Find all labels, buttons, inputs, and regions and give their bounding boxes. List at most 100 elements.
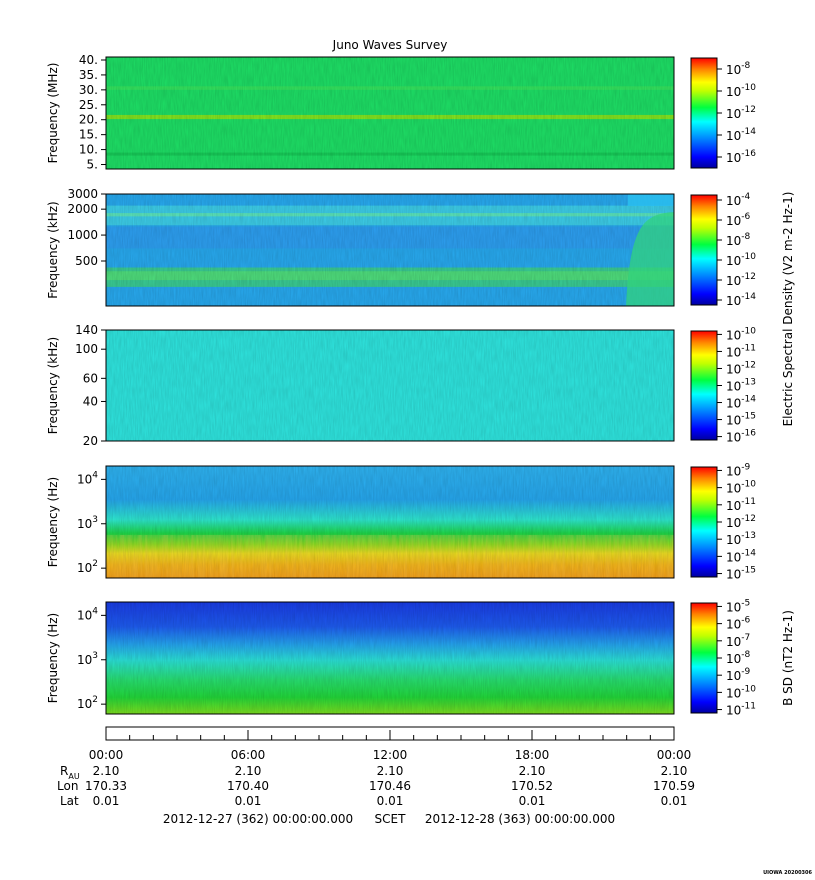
emission-feature [628, 194, 674, 206]
colorbar-tick-label: 10-10 [726, 83, 756, 99]
colorbar-tick-label: 10-4 [726, 192, 751, 208]
panel-frame [105, 193, 675, 307]
colorbar-tick-label: 10-10 [726, 684, 756, 700]
colorbar-tick-label: 10-12 [726, 105, 756, 121]
y-tick-label: 103 [77, 651, 98, 667]
colorbar-tick-label: 10-8 [726, 232, 751, 248]
ephem-lat-value: 0.01 [377, 794, 404, 808]
panel-1: 40.35.30.25.20.15.10.5. Frequency (MHz) 10… [46, 53, 756, 172]
colorbar-tick-label: 10-11 [726, 702, 756, 718]
time-axis: 00:002.10170.330.0106:002.10170.400.0112… [57, 726, 695, 808]
y-tick-label: 104 [77, 606, 98, 622]
y-tick-label: 1000 [67, 228, 98, 242]
y-tick-label: 140 [75, 323, 98, 337]
colorbar-tick-label: 10-14 [726, 548, 756, 564]
footer-end-time: 2012-12-28 (363) 00:00:00.000 [425, 812, 615, 826]
ephem-r-value: 2.10 [93, 764, 120, 778]
ephem-r-value: 2.10 [235, 764, 262, 778]
footer-start-time: 2012-12-27 (362) 00:00:00.000 [163, 812, 353, 826]
colorbar [690, 330, 718, 441]
y-axis-label: Frequency (MHz) [46, 63, 60, 164]
colorbar [690, 57, 718, 169]
y-tick-label: 102 [77, 695, 98, 711]
y-axis-label: Frequency (Hz) [46, 613, 60, 704]
spectrogram-texture [106, 602, 674, 714]
ephem-lat-value: 0.01 [93, 794, 120, 808]
colorbar-label-b: B SD (nT2 Hz-1) [781, 610, 795, 706]
colorbar-tick-label: 10-12 [726, 360, 756, 376]
y-tick-label: 30. [79, 83, 98, 97]
y-axis-label: Frequency (kHz) [46, 201, 60, 298]
colorbar [690, 466, 718, 578]
colorbar-tick-label: 10-12 [726, 272, 756, 288]
time-tick-label: 06:00 [231, 748, 266, 762]
colorbar-tick-label: 10-6 [726, 616, 751, 632]
y-tick-label: 2000 [67, 202, 98, 216]
colorbar-tick-label: 10-10 [726, 326, 756, 342]
colorbar-label-electric: Electric Spectral Density (V2 m-2 Hz-1) [781, 192, 795, 427]
colorbar-tick-label: 10-5 [726, 598, 750, 614]
colorbar-tick-label: 10-14 [726, 127, 756, 143]
panel-frame [105, 329, 675, 442]
colorbar-tick-label: 10-16 [726, 149, 756, 165]
ephem-lon-value: 170.33 [85, 779, 127, 793]
ephem-r-value: 2.10 [661, 764, 688, 778]
y-tick-label: 20. [79, 113, 98, 127]
ephem-lon-label: Lon [57, 779, 78, 793]
colorbar [690, 602, 718, 714]
colorbar-tick-label: 10-8 [726, 61, 751, 77]
y-tick-label: 40. [79, 53, 98, 67]
ephem-r-label: RAU [60, 764, 80, 781]
colorbar-tick-label: 10-7 [726, 633, 750, 649]
colorbar-tick-label: 10-15 [726, 566, 756, 582]
spectrogram-texture [106, 194, 674, 306]
colorbar-tick-label: 10-14 [726, 395, 756, 411]
colorbar-tick-label: 10-13 [726, 378, 756, 394]
y-tick-label: 103 [77, 515, 98, 531]
ephem-lat-value: 0.01 [519, 794, 546, 808]
ephem-lat-value: 0.01 [235, 794, 262, 808]
ephem-lon-value: 170.40 [227, 779, 269, 793]
colorbar-tick-label: 10-14 [726, 292, 756, 308]
y-tick-label: 104 [77, 470, 98, 486]
spectrogram-texture [106, 57, 674, 169]
y-tick-label: 35. [79, 68, 98, 82]
ephem-lon-value: 170.46 [369, 779, 411, 793]
y-tick-label: 100 [75, 342, 98, 356]
colorbar-tick-label: 10-13 [726, 531, 756, 547]
spectrogram-texture [106, 330, 674, 441]
colorbar-tick-label: 10-9 [726, 667, 751, 683]
emission-feature [626, 212, 674, 306]
colorbar-tick-label: 10-8 [726, 650, 751, 666]
colorbar-tick-label: 10-11 [726, 497, 756, 513]
colorbar-tick-label: 10-9 [726, 462, 751, 478]
colorbar-tick-label: 10-10 [726, 252, 756, 268]
spectrogram-texture [106, 535, 674, 578]
time-tick-label: 00:00 [657, 748, 692, 762]
y-tick-label: 10. [79, 143, 98, 157]
colorbar-tick-label: 10-10 [726, 480, 756, 496]
y-tick-label: 60 [83, 371, 98, 385]
watermark: UIOWA 20200306 [763, 870, 812, 876]
chart-title: Juno Waves Survey [332, 38, 448, 52]
panels-group: 40.35.30.25.20.15.10.5. Frequency (MHz) 10… [46, 53, 795, 718]
panel-frame [105, 465, 675, 579]
y-tick-label: 5. [87, 158, 98, 172]
footer-scet-label: SCET [375, 812, 407, 826]
y-tick-label: 102 [77, 559, 98, 575]
ephem-lon-value: 170.52 [511, 779, 553, 793]
y-tick-label: 25. [79, 98, 98, 112]
y-tick-label: 500 [75, 254, 98, 268]
colorbar [690, 194, 718, 306]
ephem-r-value: 2.10 [377, 764, 404, 778]
colorbar-tick-label: 10-12 [726, 514, 756, 530]
y-tick-label: 15. [79, 128, 98, 142]
time-tick-label: 18:00 [515, 748, 550, 762]
time-tick-label: 00:00 [89, 748, 124, 762]
y-tick-label: 3000 [67, 187, 98, 201]
